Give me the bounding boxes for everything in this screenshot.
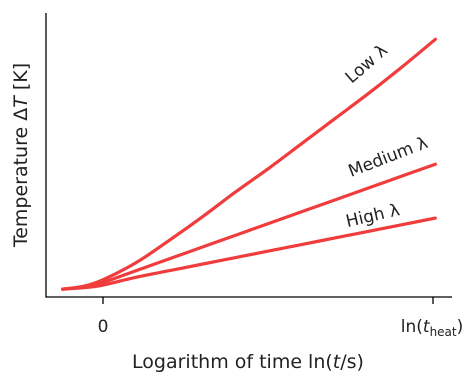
x-axis-label: Logarithm of time ln(t/s) [132, 351, 364, 373]
series-layer [61, 37, 437, 291]
y-axis-label: Temperature ΔT [K] [10, 63, 32, 248]
series-line-high [61, 216, 437, 291]
series-line-low [61, 37, 437, 291]
x-tick-label-0: 0 [98, 317, 109, 337]
series-line-medium [61, 162, 437, 291]
x-tick-label-1: ln(theat) [401, 317, 464, 339]
series-label-medium: Medium λ [346, 133, 431, 182]
